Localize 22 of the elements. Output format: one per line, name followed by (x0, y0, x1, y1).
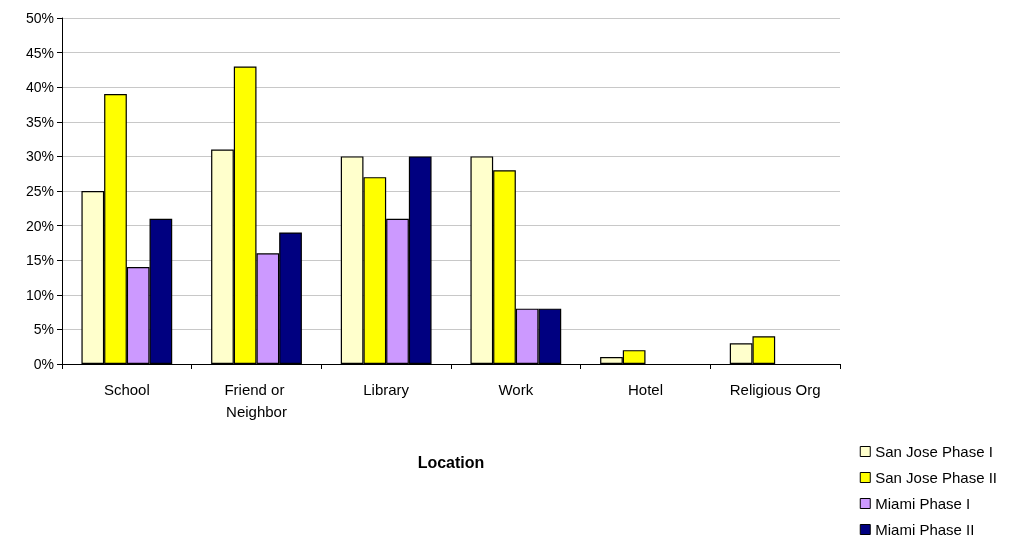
y-tick-label: 40% (25, 79, 54, 96)
y-tick-label: 25% (25, 183, 54, 199)
y-tick-label: 20% (25, 217, 54, 234)
x-tick-label: Friend or Neighbor (224, 380, 289, 420)
legend-label: San Jose Phase II (875, 469, 998, 486)
y-tick-label: 50% (25, 10, 54, 26)
legend-label: Miami Phase I (875, 495, 971, 512)
y-tick-label: 30% (25, 148, 54, 165)
y-tick-label: 10% (25, 286, 54, 303)
x-axis-title: Location (417, 453, 485, 471)
x-tick-label: Work (498, 380, 534, 398)
x-tick-label: Hotel (627, 380, 664, 398)
legend-label: San Jose Phase I (875, 443, 993, 460)
x-tick-label: Religious Org (729, 380, 821, 398)
y-tick-label: 35% (25, 113, 54, 130)
legend-label: Miami Phase II (875, 521, 975, 538)
x-tick-label: School (103, 380, 150, 398)
y-tick-label: 5% (33, 321, 54, 338)
y-tick-label: 15% (25, 252, 54, 269)
y-tick-label: 0% (33, 356, 54, 372)
y-tick-label: 45% (25, 44, 54, 61)
x-tick-label: Library (363, 380, 410, 398)
